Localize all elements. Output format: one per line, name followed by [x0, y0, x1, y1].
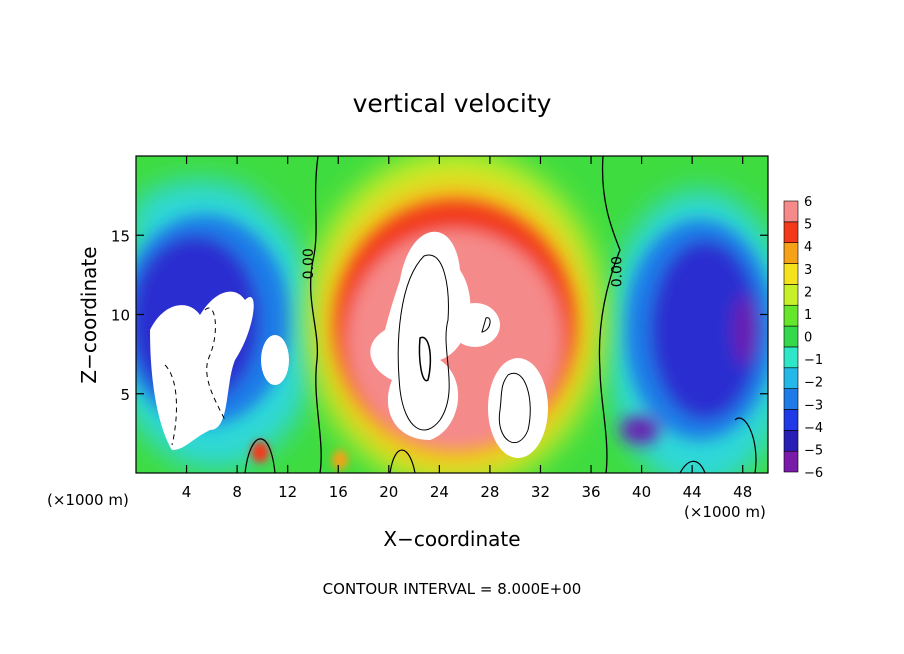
- colorbar-swatch: [783, 304, 799, 327]
- colorbar-label: 1: [804, 308, 812, 323]
- colorbar-label: −2: [804, 376, 823, 391]
- x-tick-label: 16: [329, 483, 348, 501]
- y-tick-label: 10: [111, 307, 130, 325]
- colorbar-swatch: [783, 284, 799, 306]
- y-axis-label: Z−coordinate: [77, 246, 101, 383]
- colorbar-swatch: [783, 325, 799, 348]
- colorbar-label: −1: [804, 353, 823, 368]
- colorbar-swatch: [783, 367, 799, 389]
- colorbar-swatch: [783, 221, 799, 243]
- x-tick-label: 4: [182, 483, 192, 501]
- x-tick-label: 28: [480, 483, 499, 501]
- colorbar-label: 3: [804, 263, 812, 278]
- colorbar-swatch: [783, 409, 799, 431]
- y-tick-label: 15: [111, 227, 130, 245]
- colorbar-label: 2: [804, 285, 812, 300]
- colorbar-label: −4: [804, 421, 823, 436]
- colorbar-label: −5: [804, 443, 823, 458]
- colorbar-label: 6: [804, 195, 812, 210]
- colorbar-swatch: [783, 450, 799, 473]
- x-axis-ticks: [185, 156, 744, 473]
- colorbar-label: −3: [804, 398, 823, 413]
- colorbar-label: 5: [804, 218, 812, 233]
- contour-interval-note: CONTOUR INTERVAL = 8.000E+00: [323, 580, 582, 598]
- contour-label: 0.00: [301, 248, 317, 279]
- contour-labels: 0.00 0.00: [301, 248, 625, 287]
- colorbar: [783, 200, 799, 473]
- chart-title: vertical velocity: [353, 89, 552, 118]
- colorbar-swatch: [783, 242, 799, 264]
- colorbar-label: 0: [804, 331, 812, 346]
- colorbar-label: −6: [804, 466, 823, 481]
- contour-label: 0.00: [609, 256, 625, 287]
- colorbar-swatch: [783, 388, 799, 410]
- y-axis-ticks: [136, 234, 768, 395]
- x-tick-label: 20: [379, 483, 398, 501]
- colorbar-swatch: [783, 430, 799, 452]
- x-axis-label: X−coordinate: [383, 527, 520, 551]
- colorbar-label: 4: [804, 240, 812, 255]
- x-tick-label: 36: [581, 483, 600, 501]
- colorbar-labels: −6 −5 −4 −3 −2 −1 0 1 2 3 4 5 6: [804, 195, 823, 481]
- z-unit-label: (×1000 m): [47, 491, 129, 509]
- colorbar-swatch: [783, 346, 799, 369]
- x-unit-label: (×1000 m): [684, 503, 766, 521]
- y-tick-label: 5: [120, 386, 130, 404]
- x-tick-label: 32: [531, 483, 550, 501]
- x-tick-label: 44: [683, 483, 702, 501]
- x-axis-tick-labels: 4 8 12 16 20 24 28 32 36 40 44 48: [182, 483, 752, 501]
- x-tick-label: 48: [733, 483, 752, 501]
- y-axis-tick-labels: 5 10 15: [111, 227, 130, 404]
- x-tick-label: 8: [232, 483, 242, 501]
- x-tick-label: 12: [278, 483, 297, 501]
- x-tick-label: 24: [430, 483, 449, 501]
- colorbar-swatch: [783, 263, 799, 285]
- velocity-field: [136, 156, 768, 473]
- x-tick-label: 40: [632, 483, 651, 501]
- colorbar-swatch: [783, 200, 799, 223]
